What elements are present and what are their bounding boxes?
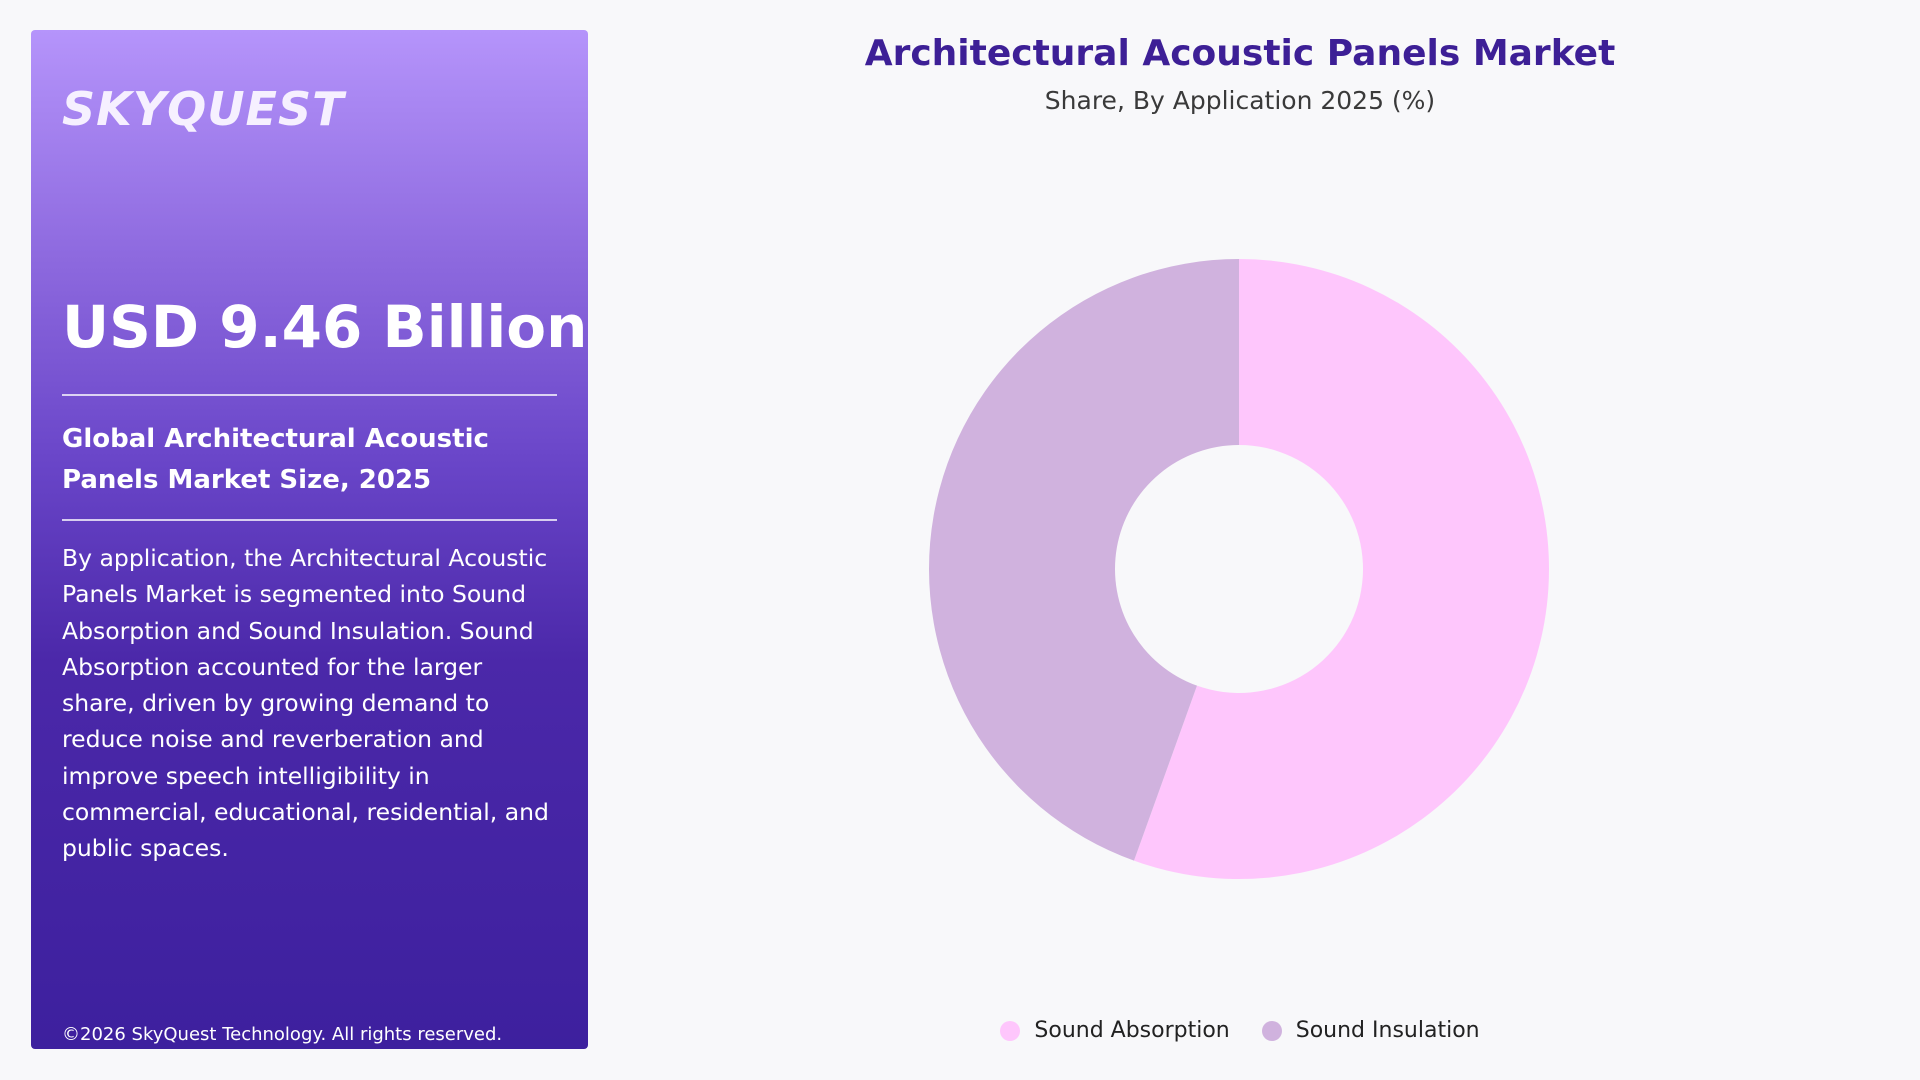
- divider-bottom: [62, 519, 557, 521]
- legend-label: Sound Absorption: [1034, 1018, 1230, 1043]
- chart-subtitle: Share, By Application 2025 (%): [1044, 86, 1436, 115]
- segment-description: By application, the Architectural Acoust…: [62, 544, 549, 863]
- divider-top: [62, 394, 557, 396]
- legend-item-sound-insulation[interactable]: Sound Insulation: [1261, 1018, 1480, 1043]
- copyright-notice: ©2026 SkyQuest Technology. All rights re…: [62, 1024, 503, 1045]
- market-value: USD 9.46 Billion: [62, 293, 588, 361]
- donut-slice-sound-insulation[interactable]: [928, 259, 1239, 861]
- legend-item-sound-absorption[interactable]: Sound Absorption: [1000, 1018, 1230, 1043]
- chart-title: Architectural Acoustic Panels Market: [864, 33, 1616, 74]
- skyquest-logo: SKYQUEST: [62, 82, 345, 136]
- info-panel: SKYQUEST USD 9.46 Billion Global Archite…: [31, 30, 588, 1049]
- legend-swatch: [1000, 1020, 1021, 1041]
- legend-swatch: [1261, 1020, 1282, 1041]
- donut-slice-sound-absorption[interactable]: [1133, 259, 1549, 879]
- market-size-subtitle: Global Architectural Acoustic Panels Mar…: [62, 424, 489, 495]
- legend-label: Sound Insulation: [1295, 1018, 1480, 1043]
- chart-legend: Sound Absorption Sound Insulation: [640, 1018, 1840, 1043]
